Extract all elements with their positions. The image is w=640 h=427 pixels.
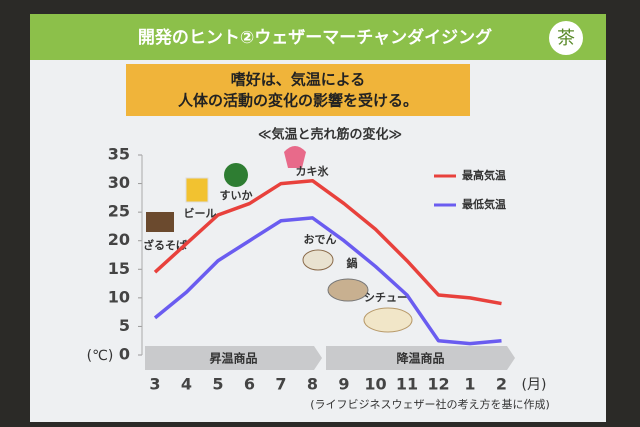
y-axis-label: (℃) bbox=[87, 348, 114, 364]
logo-circle bbox=[549, 21, 583, 55]
x-tick-label: 8 bbox=[307, 375, 318, 394]
y-tick-label: 25 bbox=[108, 202, 130, 221]
y-tick-label: 35 bbox=[108, 145, 130, 164]
series-line bbox=[153, 216, 502, 346]
x-tick-label: 3 bbox=[149, 375, 160, 394]
chart-title: ≪気温と売れ筋の変化≫ bbox=[258, 127, 402, 143]
annotation: ざるそば bbox=[143, 238, 187, 252]
x-tick-label: 7 bbox=[275, 375, 286, 394]
series-line bbox=[153, 178, 502, 306]
x-tick-label: 6 bbox=[244, 375, 255, 394]
annotation-icon bbox=[224, 163, 248, 187]
legend-label: 最高気温 bbox=[462, 168, 506, 182]
legend-label: 最低気温 bbox=[462, 197, 506, 211]
x-tick-label: 10 bbox=[364, 375, 386, 394]
annotation-icon bbox=[185, 177, 209, 203]
x-tick-label: 11 bbox=[396, 375, 418, 394]
message-box bbox=[126, 64, 470, 116]
annotation: シチュー bbox=[364, 291, 408, 304]
logo: 茶 bbox=[557, 28, 575, 49]
annotation-icon bbox=[302, 249, 334, 271]
annotation: ビール bbox=[184, 206, 217, 220]
y-tick-label: 30 bbox=[108, 173, 130, 192]
header-bar bbox=[30, 14, 606, 60]
annotation: 鍋 bbox=[347, 256, 358, 270]
annotation: おでん bbox=[304, 233, 337, 246]
message-line: 嗜好は、気温による bbox=[231, 71, 366, 89]
x-tick-label: 4 bbox=[181, 375, 192, 394]
x-axis-label: (月) bbox=[522, 377, 547, 393]
y-tick-label: 15 bbox=[108, 259, 130, 278]
band-label: 降温商品 bbox=[396, 351, 444, 366]
x-tick-label: 12 bbox=[427, 375, 449, 394]
annotation-icon bbox=[327, 278, 369, 302]
y-tick-label: 20 bbox=[108, 230, 130, 249]
band-arrow bbox=[326, 346, 515, 370]
header-title: 開発のヒント②ウェザーマーチャンダイジング bbox=[138, 27, 492, 48]
x-tick-label: 5 bbox=[212, 375, 223, 394]
band-label: 昇温商品 bbox=[209, 351, 257, 366]
x-tick-label: 1 bbox=[464, 375, 475, 394]
annotation: カキ氷 bbox=[296, 164, 330, 178]
band-arrow bbox=[145, 346, 322, 370]
annotation: すいか bbox=[220, 189, 253, 202]
x-tick-label: 2 bbox=[496, 375, 507, 394]
x-tick-label: 9 bbox=[338, 375, 349, 394]
source-note: (ライフビジネスウェザー社の考え方を基に作成) bbox=[310, 397, 550, 411]
y-tick-label: 10 bbox=[108, 287, 130, 306]
y-tick-label: 5 bbox=[119, 316, 130, 335]
annotation-icon bbox=[284, 146, 306, 168]
message-line: 人体の活動の変化の影響を受ける。 bbox=[178, 92, 418, 110]
annotation-icon bbox=[146, 212, 174, 232]
y-tick-label: 0 bbox=[119, 345, 130, 364]
annotation-icon bbox=[363, 307, 413, 333]
